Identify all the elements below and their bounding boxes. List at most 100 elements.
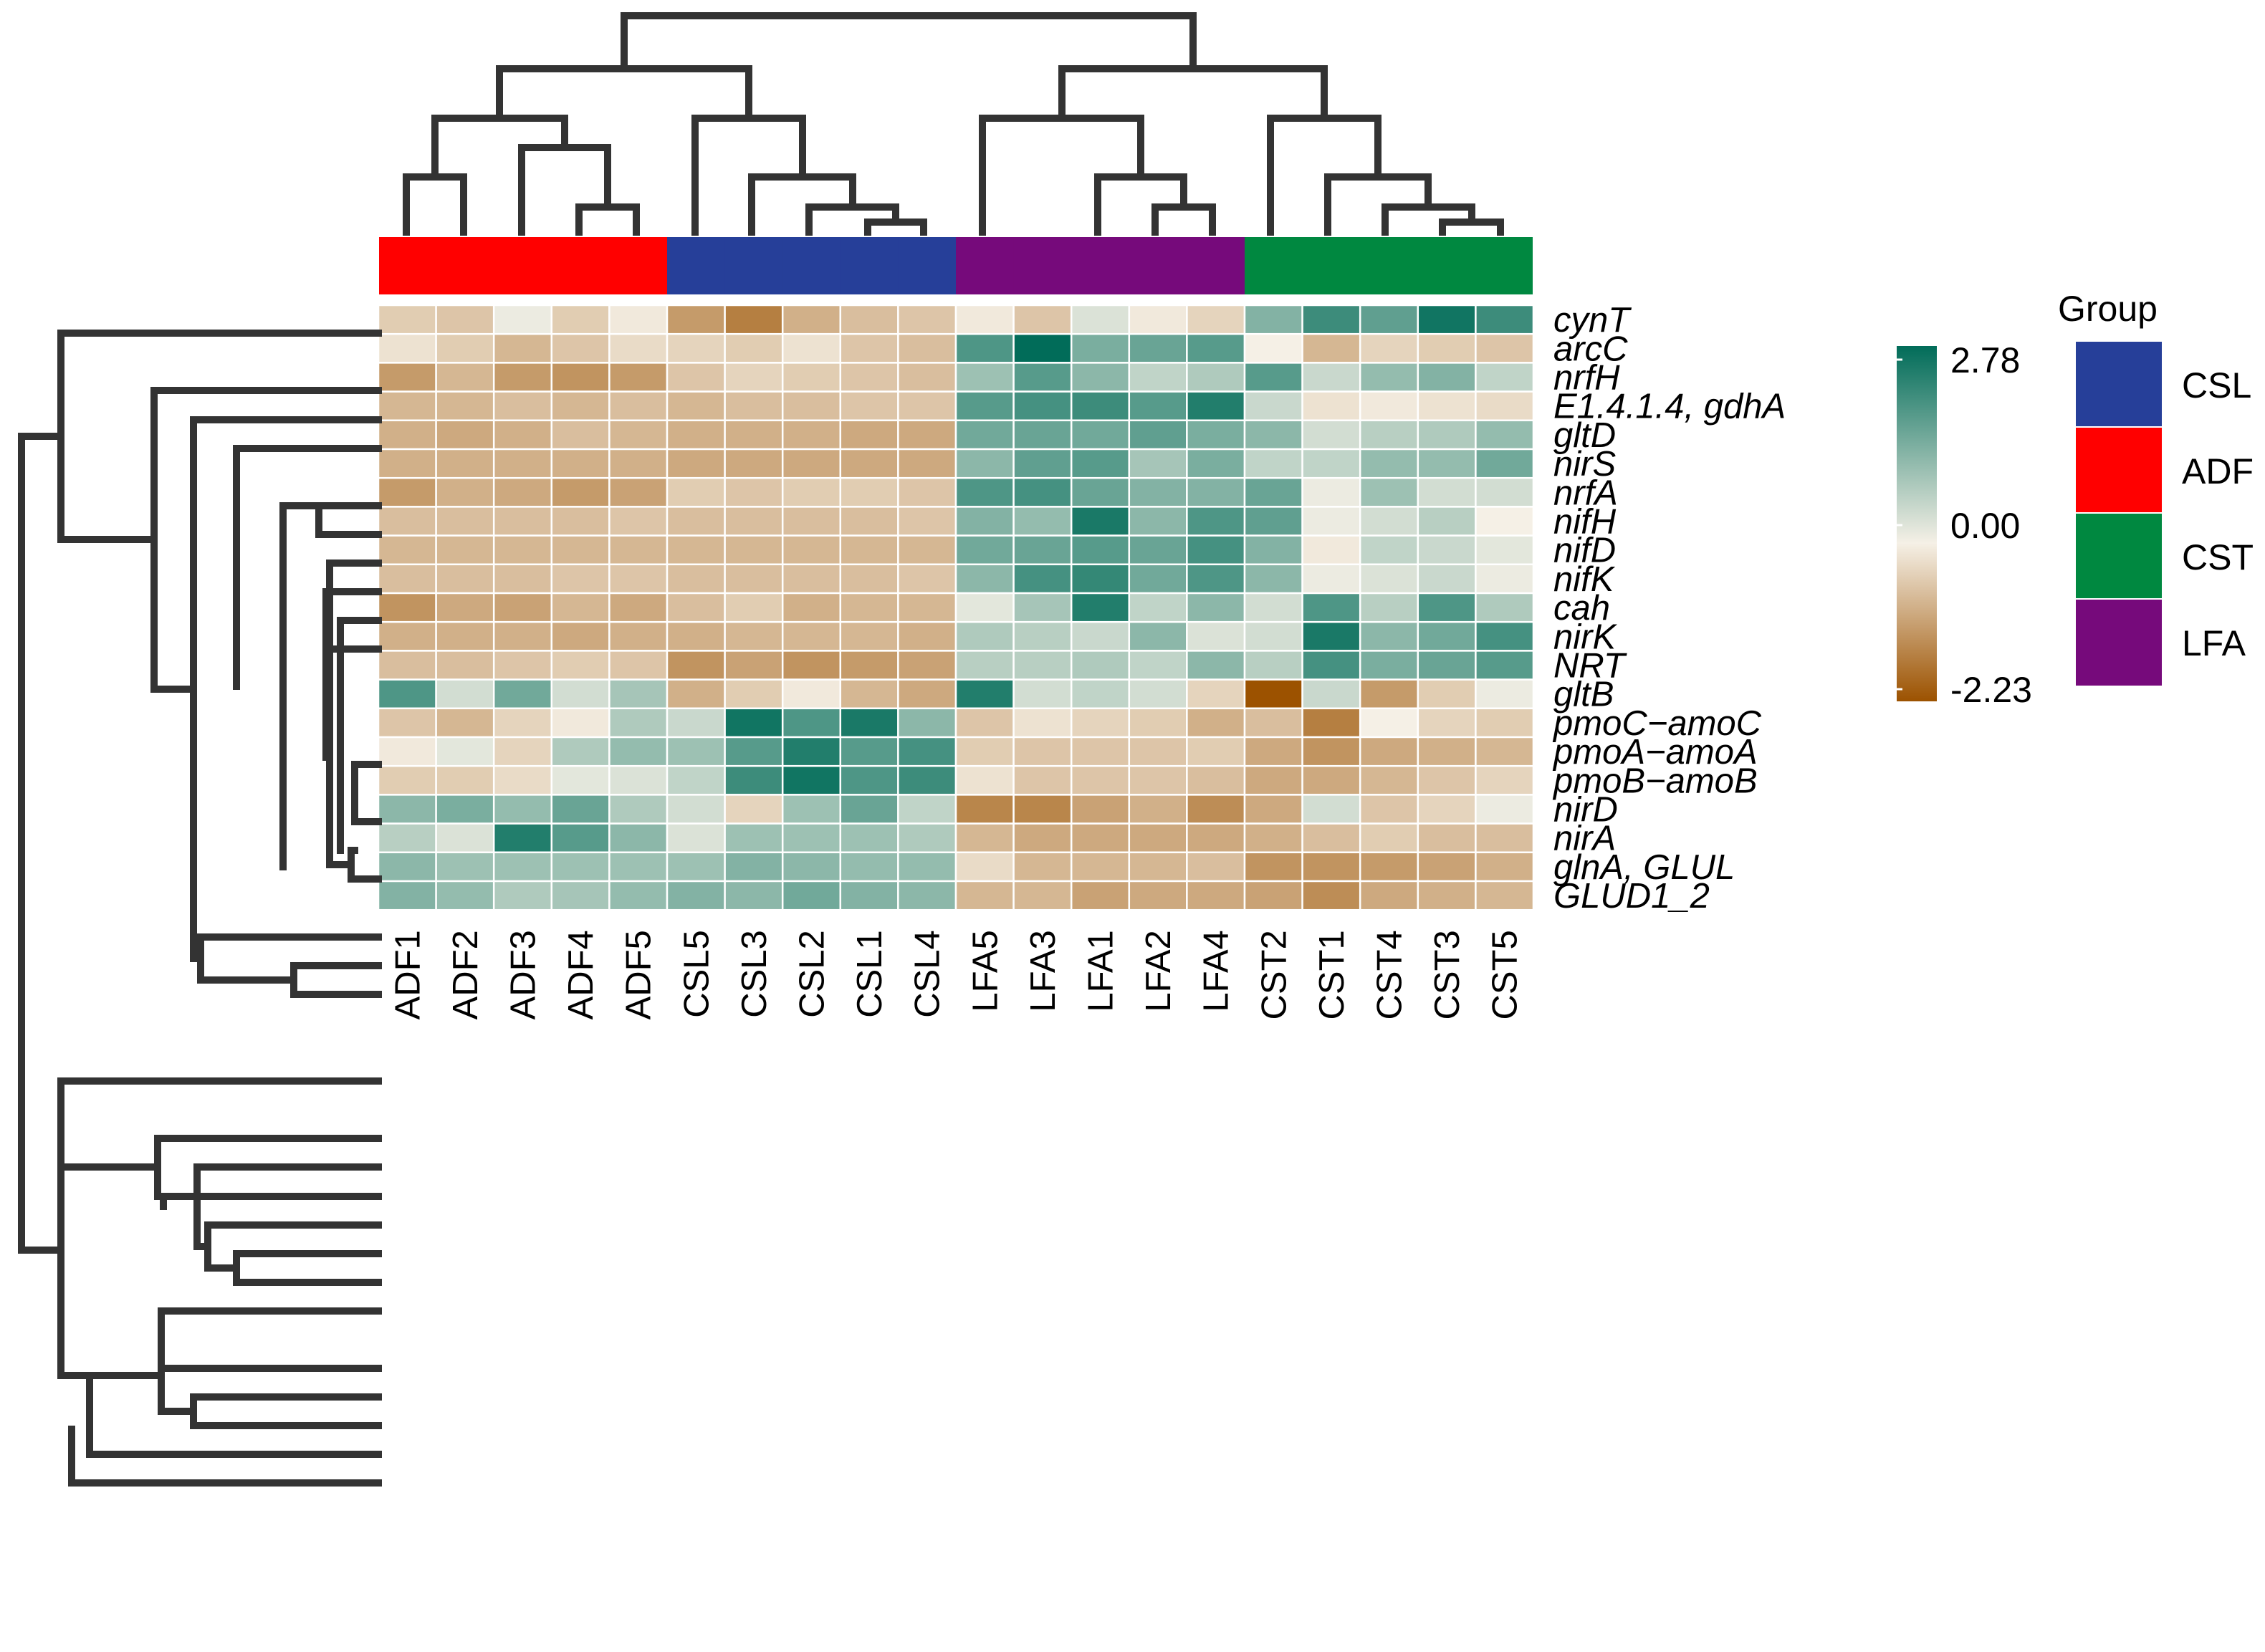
heatmap-cell bbox=[1243, 419, 1303, 451]
heatmap-cell bbox=[666, 332, 726, 364]
heatmap-cell bbox=[1243, 736, 1303, 767]
row-label: gltD bbox=[1553, 416, 1616, 455]
heatmap-cell bbox=[897, 448, 957, 479]
heatmap-cell bbox=[1301, 822, 1361, 854]
heatmap-cell bbox=[724, 304, 784, 335]
heatmap-cell bbox=[1128, 362, 1188, 393]
heatmap-cell bbox=[954, 534, 1015, 566]
heatmap-cell bbox=[435, 534, 495, 566]
heatmap-cell bbox=[954, 476, 1015, 508]
heatmap-cell bbox=[1301, 880, 1361, 911]
heatmap-cell bbox=[550, 332, 610, 364]
heatmap-cell bbox=[1012, 563, 1073, 595]
group-bar-segment bbox=[436, 236, 494, 295]
heatmap-cell bbox=[1359, 534, 1419, 566]
heatmap-cell bbox=[897, 390, 957, 422]
column-label: CST2 bbox=[1255, 930, 1293, 1019]
heatmap-cell bbox=[608, 476, 669, 508]
heatmap-cell bbox=[724, 390, 784, 422]
heatmap-cell bbox=[1186, 506, 1246, 537]
heatmap-cell bbox=[492, 506, 553, 537]
group-bar-segment bbox=[1013, 236, 1072, 295]
heatmap-cell bbox=[1475, 736, 1535, 767]
heatmap-cell bbox=[550, 880, 610, 911]
heatmap-cell bbox=[897, 419, 957, 451]
heatmap-cell bbox=[1012, 736, 1073, 767]
column-label: CST5 bbox=[1486, 930, 1525, 1019]
heatmap-cell bbox=[1012, 448, 1073, 479]
row-label: nirS bbox=[1553, 445, 1616, 484]
heatmap-cell bbox=[377, 650, 437, 681]
heatmap-cell bbox=[1243, 534, 1303, 566]
heatmap-cell bbox=[1243, 620, 1303, 652]
row-label: cah bbox=[1553, 589, 1610, 628]
heatmap-cell bbox=[724, 506, 784, 537]
row-label: nifH bbox=[1553, 503, 1617, 542]
heatmap-cell bbox=[608, 678, 669, 710]
heatmap-cell bbox=[1070, 794, 1131, 825]
heatmap-cell bbox=[839, 650, 899, 681]
heatmap-cell bbox=[435, 419, 495, 451]
heatmap-cell bbox=[954, 794, 1015, 825]
heatmap-cell bbox=[897, 476, 957, 508]
row-label: nifK bbox=[1553, 560, 1616, 599]
heatmap-cell bbox=[1128, 563, 1188, 595]
heatmap-cell bbox=[435, 506, 495, 537]
heatmap-cell bbox=[435, 650, 495, 681]
heatmap-cell bbox=[954, 506, 1015, 537]
heatmap-cell bbox=[781, 304, 842, 335]
group-bar-segment bbox=[1302, 236, 1361, 295]
heatmap-cell bbox=[954, 678, 1015, 710]
heatmap-cell bbox=[724, 707, 784, 739]
heatmap-cell bbox=[1359, 476, 1419, 508]
group-bar-segment bbox=[724, 236, 783, 295]
heatmap-cell bbox=[608, 736, 669, 767]
heatmap-cell bbox=[1417, 764, 1477, 796]
heatmap-cell bbox=[1012, 362, 1073, 393]
heatmap-cell bbox=[666, 563, 726, 595]
heatmap-cell bbox=[1186, 592, 1246, 623]
heatmap-cell bbox=[1186, 563, 1246, 595]
heatmap-cell bbox=[781, 390, 842, 422]
heatmap-cell bbox=[1070, 822, 1131, 854]
heatmap-cell bbox=[1243, 822, 1303, 854]
heatmap-cell bbox=[666, 506, 726, 537]
heatmap-cell bbox=[377, 707, 437, 739]
heatmap-cell bbox=[435, 678, 495, 710]
group-legend-label: CSL bbox=[2182, 365, 2251, 405]
heatmap-cell bbox=[897, 764, 957, 796]
heatmap-cell bbox=[1128, 764, 1188, 796]
color-scale-legend: 2.78 0.00 -2.23 bbox=[1897, 340, 2032, 710]
group-annotation-bar bbox=[378, 236, 1534, 296]
heatmap-cell bbox=[1186, 362, 1246, 393]
heatmap-cell bbox=[492, 707, 553, 739]
heatmap-cell bbox=[377, 880, 437, 911]
heatmap-cell bbox=[666, 707, 726, 739]
heatmap-cell bbox=[1070, 534, 1131, 566]
heatmap-cell bbox=[1243, 506, 1303, 537]
heatmap-cell bbox=[781, 736, 842, 767]
heatmap-cell bbox=[1417, 506, 1477, 537]
heatmap-cell bbox=[1417, 563, 1477, 595]
heatmap-cell bbox=[608, 332, 669, 364]
heatmap-cell bbox=[1301, 534, 1361, 566]
heatmap-cell bbox=[435, 448, 495, 479]
heatmap-cell bbox=[550, 362, 610, 393]
heatmap-cell bbox=[1070, 736, 1131, 767]
heatmap-cell bbox=[1359, 620, 1419, 652]
heatmap-cell bbox=[1475, 678, 1535, 710]
heatmap-cell bbox=[1128, 419, 1188, 451]
column-label: CSL3 bbox=[735, 930, 774, 1018]
heatmap-cell bbox=[1359, 592, 1419, 623]
heatmap-cell bbox=[839, 764, 899, 796]
heatmap-cell bbox=[550, 448, 610, 479]
heatmap-cell bbox=[1070, 592, 1131, 623]
heatmap-cell bbox=[377, 794, 437, 825]
heatmap-cell bbox=[781, 506, 842, 537]
heatmap-cell bbox=[492, 678, 553, 710]
heatmap-cell bbox=[1012, 822, 1073, 854]
heatmap-cell bbox=[1128, 390, 1188, 422]
heatmap-cell bbox=[1243, 563, 1303, 595]
heatmap-cell bbox=[1186, 304, 1246, 335]
